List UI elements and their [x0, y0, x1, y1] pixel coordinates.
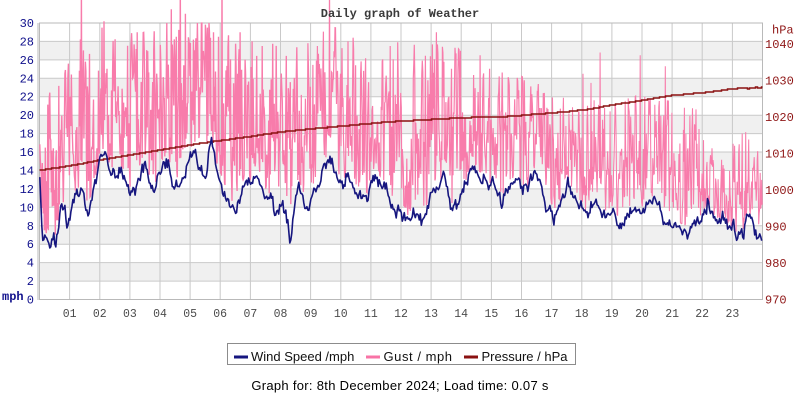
- svg-text:18: 18: [575, 308, 589, 321]
- svg-text:15: 15: [484, 308, 498, 321]
- svg-text:6: 6: [27, 238, 34, 252]
- svg-text:19: 19: [605, 308, 619, 321]
- svg-text:11: 11: [364, 308, 378, 321]
- svg-text:18: 18: [20, 128, 34, 142]
- svg-text:Daily graph of Weather: Daily graph of Weather: [321, 7, 479, 21]
- svg-text:1010: 1010: [765, 148, 794, 162]
- svg-text:Gust / mph: Gust / mph: [384, 349, 453, 364]
- svg-text:970: 970: [765, 294, 787, 308]
- svg-text:1030: 1030: [765, 75, 794, 89]
- svg-text:1040: 1040: [765, 38, 794, 52]
- svg-text:17: 17: [545, 308, 559, 321]
- svg-text:1020: 1020: [765, 111, 794, 125]
- svg-text:4: 4: [27, 257, 34, 271]
- svg-text:990: 990: [765, 221, 787, 235]
- svg-text:22: 22: [20, 91, 34, 105]
- svg-text:04: 04: [153, 308, 167, 321]
- svg-text:08: 08: [274, 308, 288, 321]
- svg-text:02: 02: [93, 308, 107, 321]
- svg-text:Pressure / hPa: Pressure / hPa: [482, 349, 569, 364]
- svg-text:28: 28: [20, 35, 34, 49]
- svg-text:24: 24: [20, 72, 34, 86]
- svg-text:20: 20: [20, 109, 34, 123]
- svg-text:30: 30: [20, 17, 34, 31]
- svg-text:Wind Speed /mph: Wind Speed /mph: [251, 349, 354, 364]
- svg-text:09: 09: [304, 308, 318, 321]
- svg-text:07: 07: [243, 308, 257, 321]
- svg-text:980: 980: [765, 257, 787, 271]
- svg-text:1000: 1000: [765, 184, 794, 198]
- svg-text:12: 12: [394, 308, 408, 321]
- svg-text:05: 05: [183, 308, 197, 321]
- svg-text:23: 23: [725, 308, 739, 321]
- svg-text:14: 14: [454, 308, 468, 321]
- svg-text:22: 22: [695, 308, 709, 321]
- svg-text:13: 13: [424, 308, 438, 321]
- svg-text:06: 06: [213, 308, 227, 321]
- svg-text:hPa: hPa: [772, 24, 794, 38]
- svg-text:mph: mph: [2, 290, 24, 304]
- svg-text:Graph for: 8th December 2024;: Graph for: 8th December 2024; Load time:…: [251, 378, 549, 393]
- svg-text:21: 21: [665, 308, 679, 321]
- svg-text:12: 12: [20, 183, 34, 197]
- svg-text:10: 10: [334, 308, 348, 321]
- svg-text:20: 20: [635, 308, 649, 321]
- svg-text:2: 2: [27, 275, 34, 289]
- svg-text:10: 10: [20, 201, 34, 215]
- svg-text:26: 26: [20, 54, 34, 68]
- svg-text:16: 16: [20, 146, 34, 160]
- svg-text:03: 03: [123, 308, 137, 321]
- svg-text:01: 01: [63, 308, 77, 321]
- svg-text:8: 8: [27, 220, 34, 234]
- svg-text:14: 14: [20, 165, 34, 179]
- svg-text:0: 0: [27, 294, 34, 308]
- svg-text:16: 16: [515, 308, 529, 321]
